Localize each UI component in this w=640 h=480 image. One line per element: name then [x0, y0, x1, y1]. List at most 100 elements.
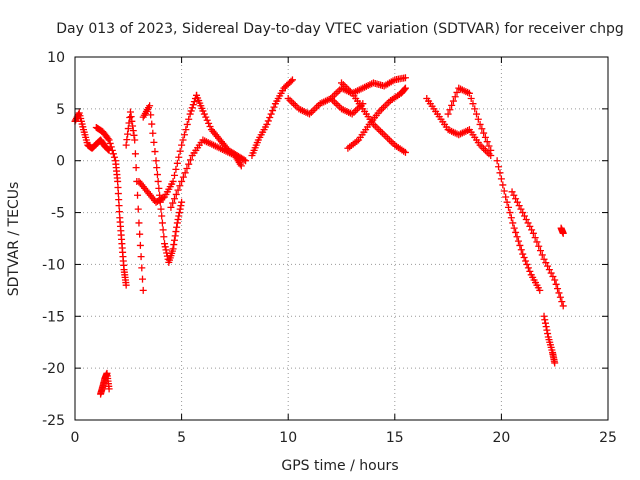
data-point: [115, 208, 123, 216]
data-point: [503, 198, 511, 206]
data-point: [311, 105, 319, 113]
y-axis-label: SDTVAR / TECUs: [6, 182, 22, 297]
series-afternoon-peak: [444, 84, 495, 154]
data-point: [448, 101, 456, 109]
series-final-points: [557, 224, 567, 237]
data-point: [401, 74, 409, 82]
data-point: [382, 133, 390, 141]
data-point: [154, 177, 162, 185]
data-point: [307, 108, 315, 116]
data-point: [185, 115, 193, 123]
data-point: [174, 215, 182, 223]
data-point: [524, 264, 532, 272]
data-point: [513, 233, 521, 241]
data-point: [332, 100, 340, 108]
data-point: [131, 136, 139, 144]
data-point: [496, 169, 504, 177]
data-point: [543, 326, 551, 334]
data-point: [291, 101, 299, 109]
x-tick-label: 15: [386, 430, 404, 446]
data-point: [170, 236, 178, 244]
data-point: [520, 212, 528, 220]
data-point: [387, 138, 395, 146]
data-point: [173, 219, 181, 227]
data-point: [203, 116, 211, 124]
series-deepest-tail: [540, 312, 559, 367]
data-point: [127, 113, 135, 121]
data-point: [512, 228, 520, 236]
data-point: [169, 199, 177, 207]
data-point: [107, 143, 115, 151]
data-point: [174, 186, 182, 194]
data-point: [401, 85, 409, 93]
data-point: [493, 157, 501, 165]
data-point: [170, 195, 178, 203]
data-point: [182, 126, 190, 134]
data-point: [286, 96, 294, 104]
data-point: [129, 127, 137, 135]
grid-lines: [75, 57, 608, 420]
data-point: [148, 120, 156, 128]
data-point: [549, 273, 557, 281]
data-point: [177, 202, 185, 210]
data-point: [122, 141, 130, 149]
data-point: [540, 255, 548, 263]
data-point: [559, 229, 567, 237]
data-point: [152, 157, 160, 165]
data-point: [375, 126, 383, 134]
data-point: [556, 293, 564, 301]
data-point: [122, 281, 130, 289]
data-point: [158, 219, 166, 227]
data-point: [529, 229, 537, 237]
data-point: [497, 175, 505, 183]
data-point: [288, 76, 296, 84]
y-tick-label: 10: [47, 50, 65, 66]
data-point: [106, 139, 114, 147]
data-point: [115, 202, 123, 210]
series-upper-arc: [327, 74, 409, 102]
y-tick-label: -10: [42, 257, 65, 273]
data-point: [547, 269, 555, 277]
x-tick-label: 20: [492, 430, 510, 446]
series-low-cluster: [97, 369, 113, 398]
data-point: [75, 110, 83, 118]
data-point: [483, 138, 491, 146]
data-point: [126, 108, 134, 116]
data-point: [519, 250, 527, 258]
data-point: [183, 120, 191, 128]
data-point: [380, 131, 388, 139]
data-point: [538, 251, 546, 259]
data-point: [178, 198, 186, 206]
data-point: [188, 104, 196, 112]
data-point: [519, 209, 527, 217]
data-point: [155, 184, 163, 192]
data-point: [522, 215, 530, 223]
data-point: [478, 125, 486, 133]
data-point: [114, 177, 122, 185]
data-point: [552, 280, 560, 288]
data-point: [515, 202, 523, 210]
data-point: [401, 148, 409, 156]
data-point: [507, 214, 515, 222]
data-point: [137, 253, 145, 261]
data-point: [284, 94, 292, 102]
data-point: [158, 212, 166, 220]
data-point: [545, 266, 553, 274]
data-point: [181, 169, 189, 177]
data-point: [385, 136, 393, 144]
data-point: [505, 203, 513, 211]
data-point: [171, 232, 179, 240]
data-point: [522, 257, 530, 265]
data-point: [520, 254, 528, 262]
data-point: [139, 275, 147, 283]
data-point: [513, 198, 521, 206]
data-point: [541, 319, 549, 327]
data-point: [474, 115, 482, 123]
data-point: [339, 81, 347, 89]
data-point: [506, 209, 514, 217]
y-tick-label: -15: [42, 309, 65, 325]
data-point: [514, 237, 522, 245]
data-point: [147, 111, 155, 119]
data-point: [153, 164, 161, 172]
